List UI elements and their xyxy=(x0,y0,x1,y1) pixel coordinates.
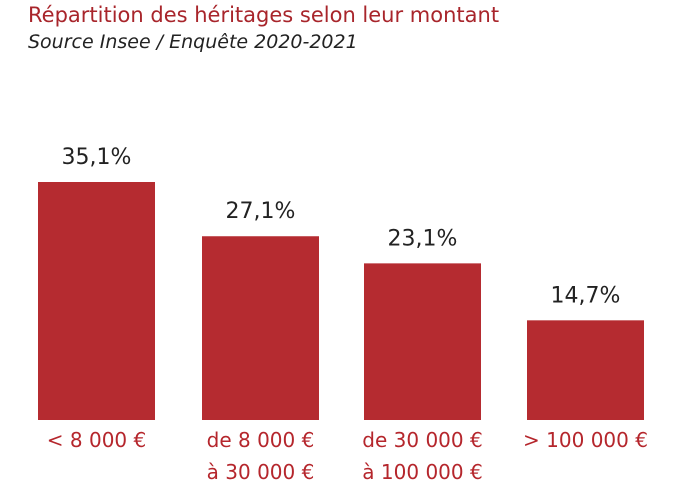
value-label-1: 35,1% xyxy=(62,145,132,170)
value-label-4: 14,7% xyxy=(551,283,621,308)
category-label-3-line-2: à 100 000 € xyxy=(362,460,482,484)
chart-title: Répartition des héritages selon leur mon… xyxy=(28,3,500,27)
category-label-4: > 100 000 € xyxy=(523,428,648,452)
chart-subtitle: Source Insee / Enquête 2020-2021 xyxy=(28,31,358,53)
category-label-2-line-2: à 30 000 € xyxy=(207,460,315,484)
bar-4 xyxy=(527,320,644,420)
bar-1 xyxy=(38,182,155,420)
value-label-3: 23,1% xyxy=(388,226,458,251)
category-label-3-line-1: de 30 000 € xyxy=(362,428,482,452)
category-label-1: < 8 000 € xyxy=(47,428,146,452)
value-label-2: 27,1% xyxy=(226,199,296,224)
bar-2 xyxy=(202,236,319,420)
category-label-2-line-1: de 8 000 € xyxy=(207,428,315,452)
bar-3 xyxy=(364,263,481,420)
